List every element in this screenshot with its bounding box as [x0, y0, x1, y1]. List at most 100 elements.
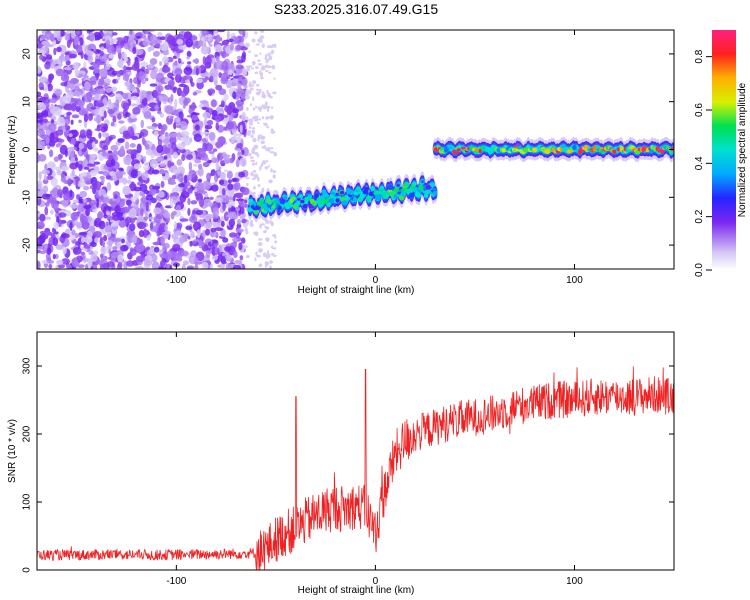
- spectrogram-noise-blob: [137, 221, 147, 230]
- spectrogram-noise-blob: [104, 223, 112, 233]
- spectrogram-noise-blob: [255, 43, 261, 46]
- spectrogram-noise-blob: [250, 156, 254, 159]
- spectrogram-noise-blob: [56, 169, 63, 176]
- spectrogram-noise-blob: [112, 32, 118, 36]
- spectrogram-noise-blob: [153, 215, 163, 224]
- tracked-segment-1-core: [341, 200, 349, 206]
- spectrogram-noise-blob: [181, 263, 186, 269]
- spectrogram-noise-blob: [107, 99, 112, 105]
- spectrogram-noise-blob: [222, 114, 229, 118]
- spectrogram-noise-blob: [167, 160, 172, 168]
- spectrogram-noise-blob: [117, 113, 122, 120]
- tracked-segment-1-core: [277, 205, 282, 211]
- spectrogram-noise-blob: [82, 198, 88, 203]
- spectrogram-noise-blob: [151, 169, 160, 175]
- spectrogram-noise-blob: [200, 45, 210, 55]
- spectrogram-noise-blob: [255, 105, 258, 109]
- spectrogram-noise-blob: [143, 216, 148, 221]
- tracked-segment-2-core: [572, 144, 577, 151]
- spectrogram-noise-blob: [122, 130, 130, 137]
- spectrogram-noise-blob: [90, 106, 97, 110]
- spectrogram-noise-blob: [266, 239, 269, 243]
- spectrogram-noise-blob: [266, 45, 272, 49]
- tracked-segment-1-core: [412, 187, 419, 192]
- spectrogram-noise-blob: [249, 222, 254, 227]
- spectrogram-noise-blob: [253, 173, 259, 179]
- spectrogram-noise-blob: [260, 140, 265, 145]
- spectrogram-noise-blob: [183, 174, 188, 184]
- spectrogram-noise-blob: [171, 210, 177, 216]
- spectrogram-noise-blob: [176, 166, 186, 176]
- spectrogram-noise-blob: [195, 182, 204, 190]
- spectrogram-noise-blob: [194, 187, 198, 193]
- spectrogram-noise-blob: [271, 44, 276, 48]
- spectrogram-noise-blob: [95, 73, 99, 80]
- spectrogram-noise-blob: [139, 132, 145, 137]
- spectrogram-noise-blob: [211, 157, 219, 164]
- spectrogram-noise-blob: [266, 107, 270, 113]
- spectrogram-noise-blob: [53, 221, 59, 230]
- spectrogram-noise-blob: [191, 151, 196, 161]
- spectrogram-noise-blob: [165, 105, 174, 115]
- spectrogram-noise-blob: [121, 52, 128, 60]
- spectrogram-noise-blob: [126, 260, 135, 267]
- spectrogram-noise-blob: [264, 65, 269, 68]
- spectrogram-noise-blob: [160, 259, 166, 268]
- spectrogram-noise-blob: [261, 43, 266, 49]
- spectrogram-noise-blob: [66, 39, 71, 49]
- spectrogram-noise-blob: [129, 216, 136, 224]
- snr-ytick-label: 100: [22, 493, 33, 510]
- spectrogram-noise-blob: [187, 266, 193, 269]
- spectrogram-noise-blob: [44, 201, 50, 207]
- spectrogram-noise-blob: [128, 208, 137, 219]
- spectrogram-noise-blob: [259, 264, 262, 267]
- spectrogram-noise-blob: [146, 125, 156, 130]
- spectrogram-noise-blob: [76, 44, 83, 54]
- spectrogram-noise-blob: [144, 30, 150, 35]
- spectrogram-noise-blob: [44, 43, 48, 54]
- spectrogram-noise-blob: [167, 181, 177, 185]
- spectrogram-noise-blob: [69, 162, 78, 170]
- spectrogram-noise-blob: [55, 244, 64, 250]
- spectrogram-noise-blob: [139, 183, 148, 193]
- spectrogram-noise-blob: [194, 124, 200, 131]
- spectrogram-noise-blob: [72, 62, 80, 70]
- spectrogram-noise-blob: [229, 43, 235, 51]
- spectrogram-noise-blob: [38, 76, 48, 84]
- spectrogram-noise-blob: [259, 52, 262, 56]
- spectrogram-noise-blob: [126, 84, 136, 92]
- tracked-segment-1-core: [356, 187, 361, 191]
- spectrogram-ytick-label: 0: [22, 146, 33, 152]
- spectrogram-noise-blob: [186, 56, 190, 60]
- spectrogram-noise-blob: [161, 123, 168, 132]
- spectrogram-noise-blob: [152, 185, 161, 190]
- spectrogram-noise-blob: [248, 65, 253, 68]
- spectrogram-noise-blob: [245, 231, 249, 235]
- spectrogram-noise-blob: [105, 221, 109, 226]
- spectrogram-noise-blob: [38, 171, 42, 181]
- spectrogram-noise-blob: [180, 190, 190, 199]
- tracked-segment-1-core: [375, 193, 383, 199]
- spectrogram-noise-blob: [220, 160, 224, 165]
- spectrogram-noise-blob: [255, 151, 258, 156]
- spectrogram-noise-blob: [239, 157, 247, 167]
- spectrogram-noise-blob: [38, 54, 44, 60]
- spectrogram-noise-blob: [207, 34, 213, 38]
- spectrogram-noise-blob: [42, 178, 49, 185]
- spectrogram-noise-blob: [159, 61, 163, 66]
- spectrogram-noise-blob: [72, 90, 82, 97]
- spectrogram-noise-blob: [169, 132, 178, 138]
- spectrogram-noise-blob: [83, 75, 89, 79]
- spectrogram-noise-blob: [69, 189, 73, 198]
- spectrogram-noise-blob: [65, 228, 71, 235]
- spectrogram-noise-blob: [267, 52, 271, 57]
- spectrogram-noise-blob: [85, 50, 94, 56]
- spectrogram-noise-blob: [58, 212, 67, 218]
- spectrogram-noise-blob: [177, 57, 182, 64]
- spectrogram-noise-blob: [252, 107, 256, 111]
- spectrogram-noise-blob: [259, 107, 262, 112]
- spectrogram-noise-blob: [99, 50, 104, 57]
- spectrogram-noise-blob: [124, 112, 131, 118]
- spectrogram-noise-blob: [50, 177, 58, 187]
- tracked-segment-1-core: [296, 197, 301, 201]
